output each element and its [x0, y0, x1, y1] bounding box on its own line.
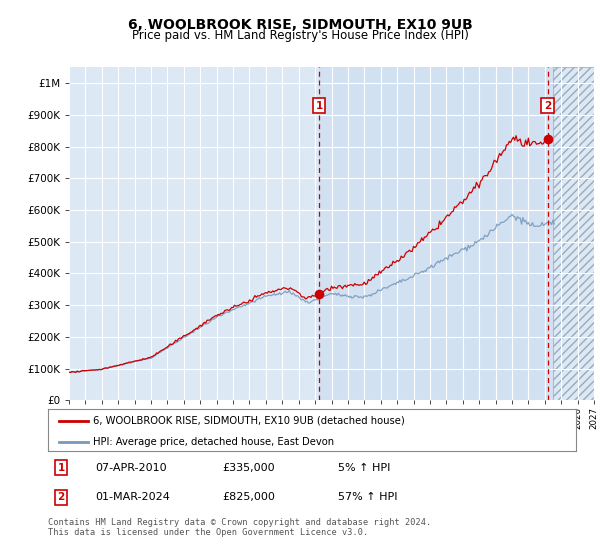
Text: HPI: Average price, detached house, East Devon: HPI: Average price, detached house, East… [93, 437, 334, 446]
Text: £335,000: £335,000 [222, 463, 275, 473]
Text: £825,000: £825,000 [222, 492, 275, 502]
Bar [553, 67, 594, 400]
Text: Price paid vs. HM Land Registry's House Price Index (HPI): Price paid vs. HM Land Registry's House … [131, 29, 469, 42]
Text: 07-APR-2010: 07-APR-2010 [95, 463, 167, 473]
Text: 2: 2 [544, 100, 551, 110]
Text: 1: 1 [58, 463, 65, 473]
Text: 5% ↑ HPI: 5% ↑ HPI [338, 463, 391, 473]
Text: Contains HM Land Registry data © Crown copyright and database right 2024.
This d: Contains HM Land Registry data © Crown c… [48, 518, 431, 538]
Text: 6, WOOLBROOK RISE, SIDMOUTH, EX10 9UB: 6, WOOLBROOK RISE, SIDMOUTH, EX10 9UB [128, 18, 472, 32]
Text: 6, WOOLBROOK RISE, SIDMOUTH, EX10 9UB (detached house): 6, WOOLBROOK RISE, SIDMOUTH, EX10 9UB (d… [93, 416, 404, 426]
Text: 57% ↑ HPI: 57% ↑ HPI [338, 492, 398, 502]
Text: 1: 1 [316, 100, 323, 110]
Bar [553, 67, 594, 400]
Bar [319, 67, 553, 400]
Text: 01-MAR-2024: 01-MAR-2024 [95, 492, 170, 502]
Text: 2: 2 [58, 492, 65, 502]
